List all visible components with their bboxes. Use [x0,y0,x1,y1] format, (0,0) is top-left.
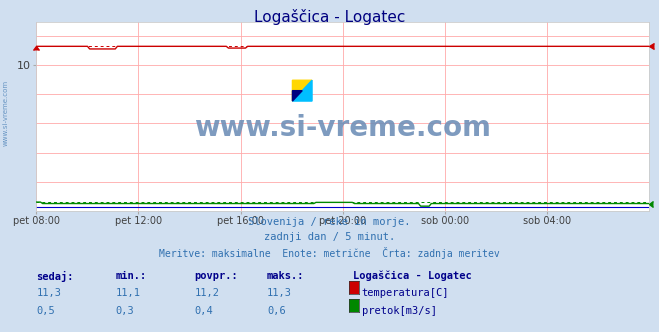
Polygon shape [293,91,302,101]
Text: 11,3: 11,3 [36,288,61,298]
Text: 0,6: 0,6 [267,306,285,316]
Text: 11,3: 11,3 [267,288,292,298]
Text: Meritve: maksimalne  Enote: metrične  Črta: zadnja meritev: Meritve: maksimalne Enote: metrične Črta… [159,247,500,259]
Text: min.:: min.: [115,271,146,281]
Polygon shape [293,80,312,101]
Text: temperatura[C]: temperatura[C] [362,288,449,298]
Text: povpr.:: povpr.: [194,271,238,281]
Text: 0,5: 0,5 [36,306,55,316]
Text: www.si-vreme.com: www.si-vreme.com [2,80,9,146]
Text: sedaj:: sedaj: [36,271,74,282]
Text: Logaščica - Logatec: Logaščica - Logatec [254,9,405,25]
Text: 0,4: 0,4 [194,306,213,316]
Text: Slovenija / reke in morje.: Slovenija / reke in morje. [248,217,411,227]
Text: zadnji dan / 5 minut.: zadnji dan / 5 minut. [264,232,395,242]
Text: 11,1: 11,1 [115,288,140,298]
Text: 0,3: 0,3 [115,306,134,316]
Text: www.si-vreme.com: www.si-vreme.com [194,114,491,141]
Polygon shape [293,80,312,101]
Text: maks.:: maks.: [267,271,304,281]
Text: pretok[m3/s]: pretok[m3/s] [362,306,437,316]
Text: 11,2: 11,2 [194,288,219,298]
Text: Logaščica - Logatec: Logaščica - Logatec [353,271,471,281]
